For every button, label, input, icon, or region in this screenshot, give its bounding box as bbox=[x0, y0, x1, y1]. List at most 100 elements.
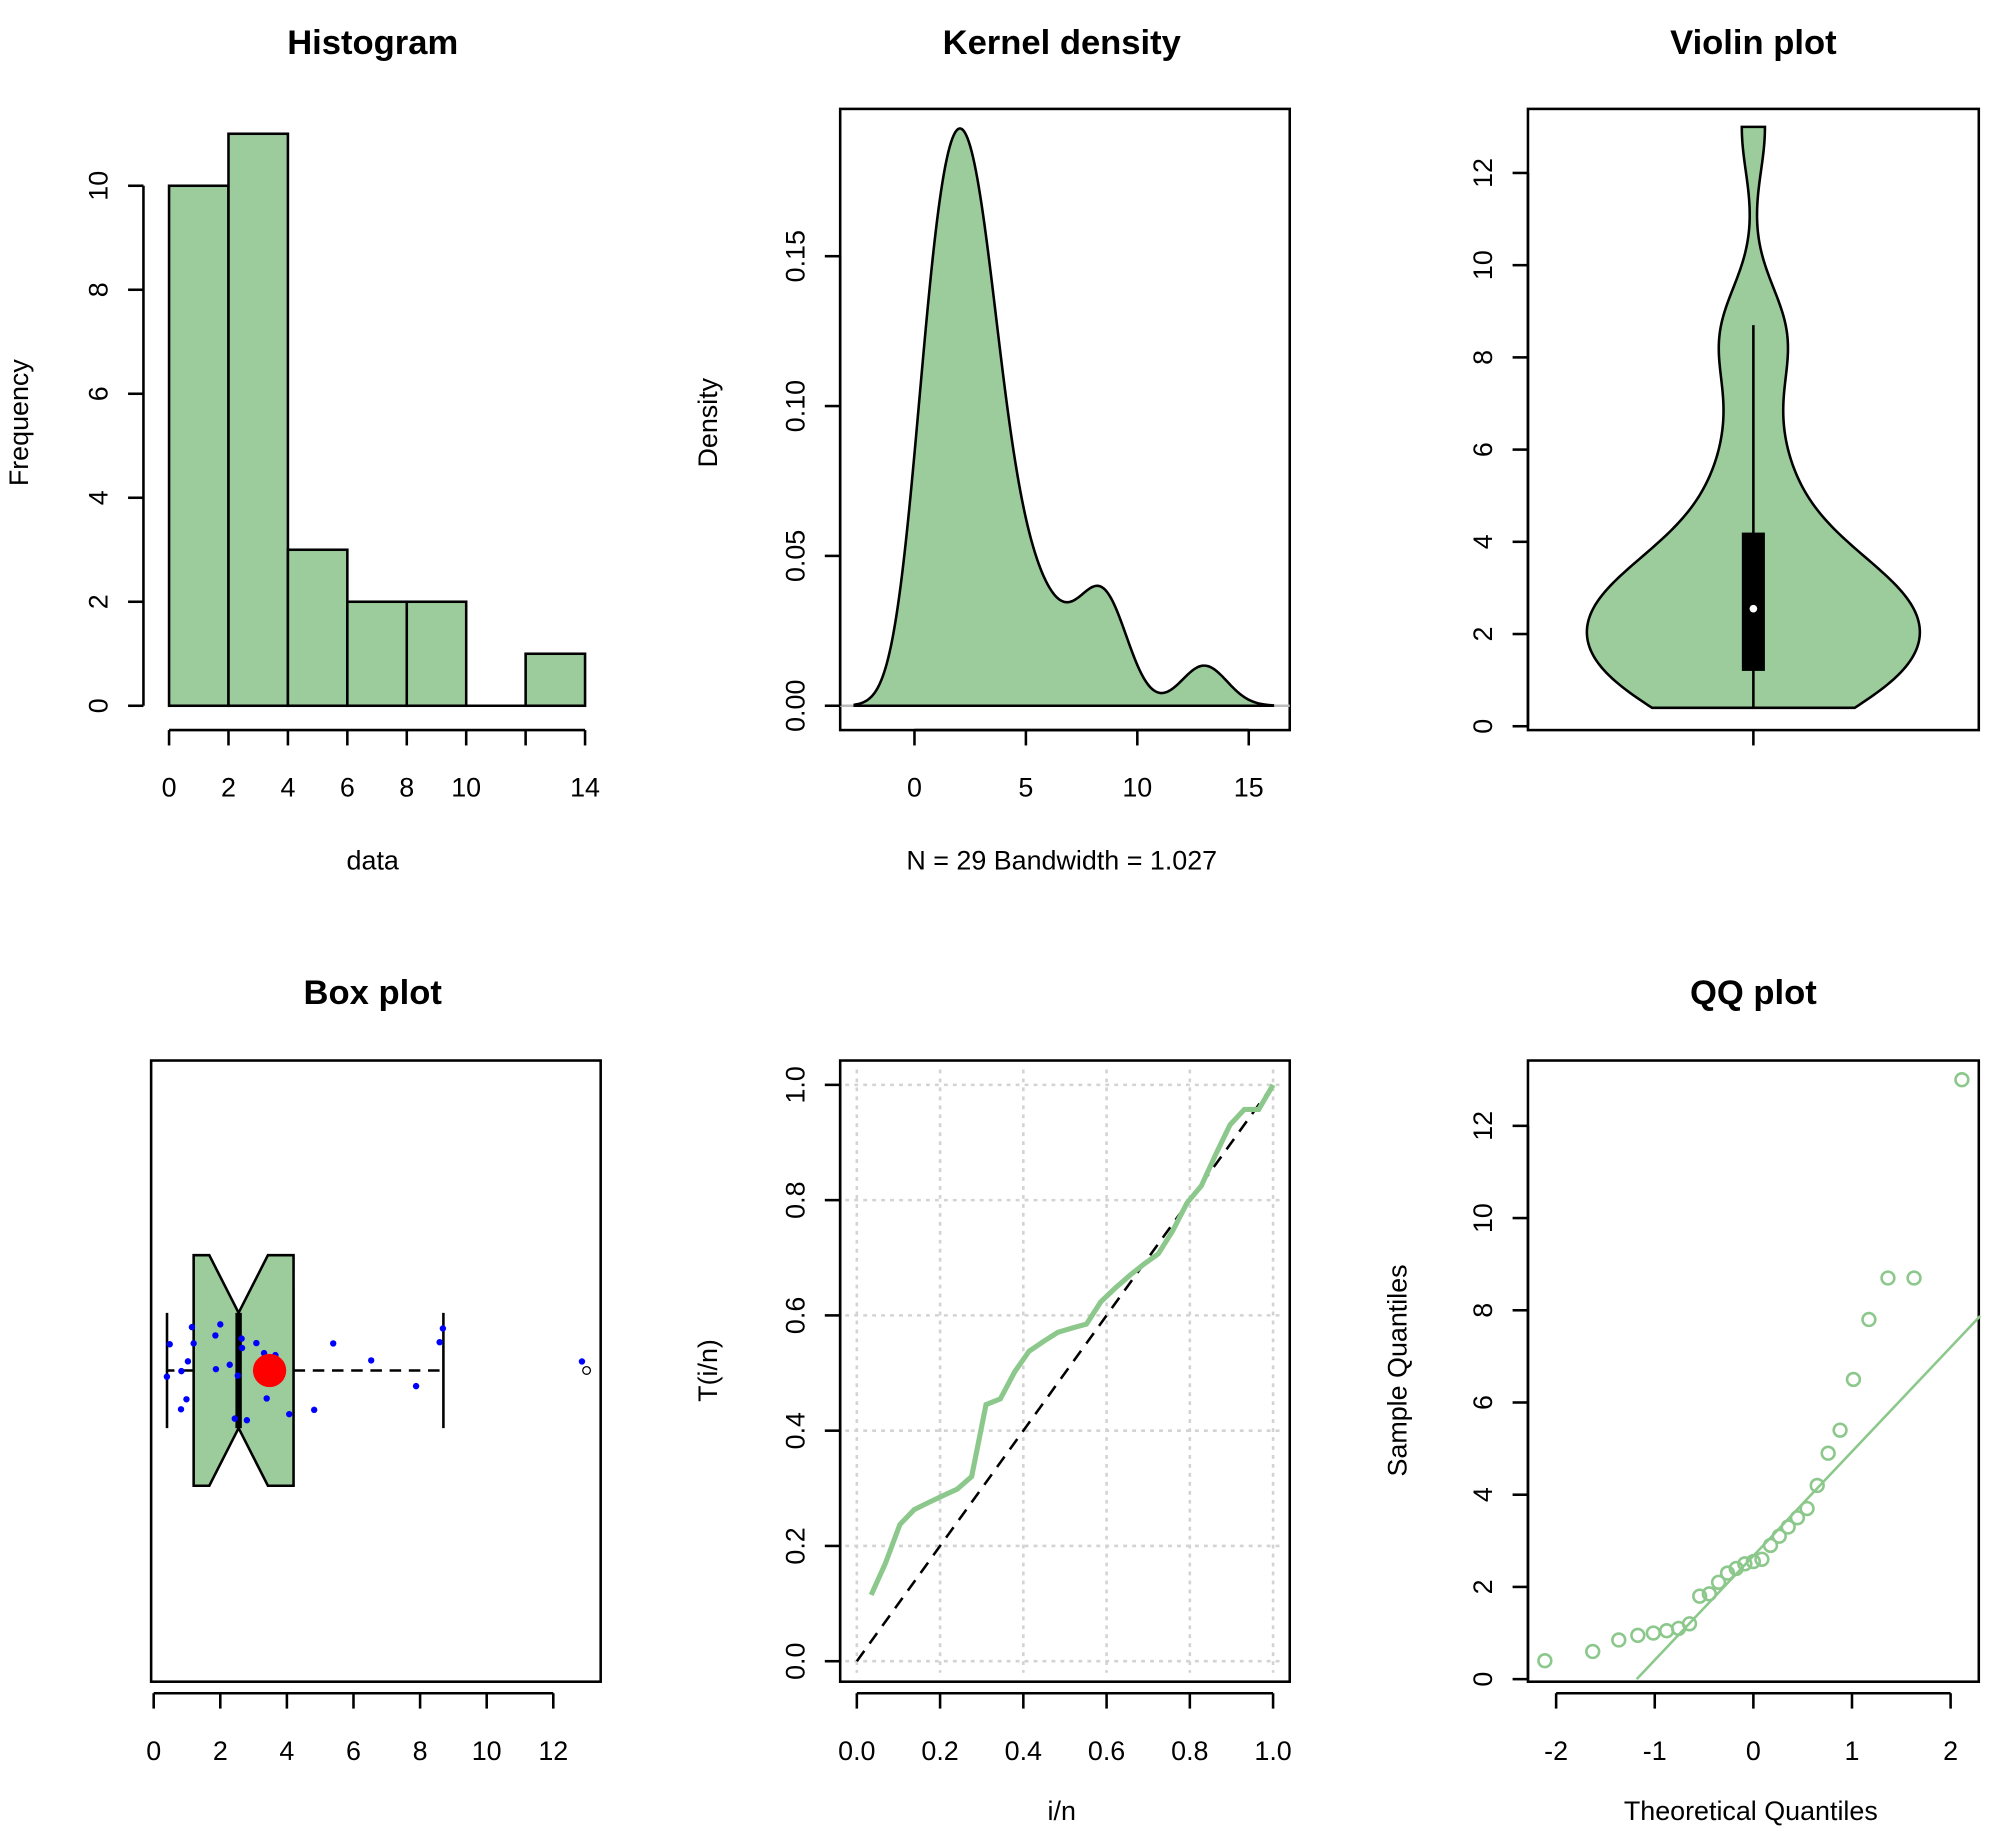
qq-point bbox=[1832, 1422, 1848, 1438]
box-x-tick-label: 2 bbox=[213, 1736, 228, 1766]
violin-title: Violin plot bbox=[1670, 24, 1837, 62]
box-jitter-point bbox=[238, 1335, 245, 1342]
box-jitter-point bbox=[226, 1361, 233, 1368]
qq-xlabel: Theoretical Quantiles bbox=[1624, 1796, 1878, 1826]
histogram-x-tick-label: 10 bbox=[451, 773, 481, 803]
box-mean-point bbox=[252, 1353, 287, 1388]
ttt-x-tick-label: 0.4 bbox=[1005, 1736, 1042, 1766]
density-curve bbox=[853, 127, 1275, 708]
ttt-x-tick-label: 0.0 bbox=[838, 1736, 875, 1766]
qq-x-tick-label: 0 bbox=[1746, 1736, 1761, 1766]
box-frame bbox=[149, 1059, 602, 1683]
qq-x-tick-label: 2 bbox=[1943, 1736, 1958, 1766]
histogram-y-tick-label: 6 bbox=[84, 386, 114, 401]
box-jitter-point bbox=[212, 1365, 220, 1373]
histogram-x-tick-label: 6 bbox=[340, 773, 355, 803]
qq-reference-line bbox=[1635, 1315, 1982, 1681]
qq-point bbox=[1658, 1623, 1675, 1639]
density-y-tick-label: 0.05 bbox=[780, 530, 810, 582]
ttt-y-tick-label: 0.0 bbox=[780, 1643, 810, 1680]
box-jitter-point bbox=[436, 1338, 443, 1346]
histogram-bar bbox=[346, 600, 409, 708]
histogram-bar bbox=[405, 600, 468, 708]
violin-y-tick-label: 6 bbox=[1468, 442, 1498, 457]
density-ylabel: Density bbox=[693, 377, 723, 467]
qq-x-tick-label: -2 bbox=[1544, 1736, 1568, 1766]
box-jitter-point bbox=[310, 1406, 318, 1414]
box-notched-box bbox=[192, 1253, 295, 1488]
violin-y-tick-label: 4 bbox=[1468, 534, 1498, 549]
box-jitter-point bbox=[190, 1340, 197, 1347]
box-jitter-point bbox=[263, 1395, 270, 1402]
ttt-curve bbox=[868, 1083, 1276, 1597]
qq-point bbox=[1537, 1653, 1553, 1669]
box-jitter-point bbox=[330, 1340, 337, 1347]
density-xlabel: N = 29 Bandwidth = 1.027 bbox=[906, 846, 1217, 876]
histogram-bar bbox=[227, 132, 290, 708]
histogram-bar bbox=[524, 652, 587, 708]
ttt-x-tick-label: 0.2 bbox=[921, 1736, 958, 1766]
box-jitter-point bbox=[412, 1382, 420, 1390]
box-jitter-point bbox=[163, 1373, 171, 1380]
histogram-ylabel: Frequency bbox=[4, 359, 34, 487]
box-x-tick-label: 8 bbox=[413, 1736, 428, 1766]
histogram-xlabel: data bbox=[347, 846, 399, 876]
violin-y-tick-label: 10 bbox=[1468, 250, 1498, 280]
histogram-x-tick-label: 8 bbox=[399, 773, 414, 803]
qq-point bbox=[1880, 1270, 1896, 1286]
qq-x-tick-label: -1 bbox=[1643, 1736, 1667, 1766]
qq-y-tick-label: 4 bbox=[1468, 1487, 1498, 1502]
histogram-x-tick-label: 0 bbox=[162, 773, 177, 803]
qq-y-tick-label: 12 bbox=[1468, 1111, 1498, 1141]
box-jitter-point bbox=[253, 1339, 260, 1347]
box-jitter-point bbox=[238, 1344, 246, 1352]
box-jitter-point bbox=[367, 1357, 375, 1364]
qq-point bbox=[1710, 1574, 1727, 1590]
qq-point bbox=[1692, 1588, 1708, 1604]
box-jitter-point bbox=[178, 1367, 185, 1375]
box-jitter-point bbox=[166, 1341, 173, 1348]
qq-point bbox=[1845, 1371, 1862, 1388]
density-title: Kernel density bbox=[943, 24, 1182, 62]
histogram-x-tick-label: 2 bbox=[221, 773, 236, 803]
ttt-x-tick-label: 1.0 bbox=[1254, 1736, 1291, 1766]
histogram-x-tick-label: 4 bbox=[280, 773, 295, 803]
density-x-tick-label: 15 bbox=[1234, 773, 1264, 803]
box-jitter-point bbox=[439, 1325, 447, 1332]
ttt-y-tick-label: 0.2 bbox=[780, 1527, 810, 1564]
box-jitter-point bbox=[234, 1372, 241, 1379]
box-jitter-point bbox=[177, 1406, 185, 1413]
qq-point bbox=[1861, 1311, 1877, 1328]
qq-y-tick-label: 8 bbox=[1468, 1303, 1498, 1318]
ttt-xlabel: i/n bbox=[1048, 1796, 1076, 1826]
ttt-x-tick-label: 0.6 bbox=[1088, 1736, 1125, 1766]
box-jitter-point bbox=[578, 1358, 586, 1365]
qq-x-tick-label: 1 bbox=[1845, 1736, 1860, 1766]
histogram-y-tick-label: 8 bbox=[84, 282, 114, 297]
violin-y-tick-label: 2 bbox=[1468, 627, 1498, 642]
qq-point bbox=[1681, 1616, 1698, 1632]
qq-point bbox=[1754, 1551, 1770, 1567]
box-x-tick-label: 0 bbox=[146, 1736, 161, 1766]
qq-point bbox=[1611, 1632, 1627, 1648]
qq-point bbox=[1737, 1556, 1753, 1572]
ttt-y-tick-label: 0.8 bbox=[780, 1181, 810, 1218]
box-jitter-point bbox=[286, 1410, 293, 1418]
histogram-y-tick-label: 0 bbox=[84, 698, 114, 713]
box-jitter-point bbox=[243, 1417, 251, 1424]
qq-point bbox=[1809, 1477, 1825, 1494]
density-y-tick-label: 0.00 bbox=[780, 680, 810, 732]
histogram-y-tick-label: 4 bbox=[84, 490, 114, 505]
density-x-tick-label: 0 bbox=[907, 773, 922, 803]
density-y-tick-label: 0.10 bbox=[780, 380, 810, 432]
box-jitter-point bbox=[217, 1321, 224, 1328]
ttt-y-tick-label: 1.0 bbox=[780, 1066, 810, 1103]
ttt-ylabel: T(i/n) bbox=[693, 1339, 723, 1402]
qq-ylabel: Sample Quantiles bbox=[1382, 1264, 1412, 1476]
histogram-x-tick-label: 14 bbox=[570, 773, 600, 803]
violin-y-tick-label: 12 bbox=[1468, 158, 1498, 188]
histogram-title: Histogram bbox=[287, 24, 458, 62]
box-jitter-point bbox=[212, 1332, 219, 1339]
qq-y-tick-label: 10 bbox=[1468, 1203, 1498, 1233]
qq-title: QQ plot bbox=[1690, 974, 1817, 1012]
